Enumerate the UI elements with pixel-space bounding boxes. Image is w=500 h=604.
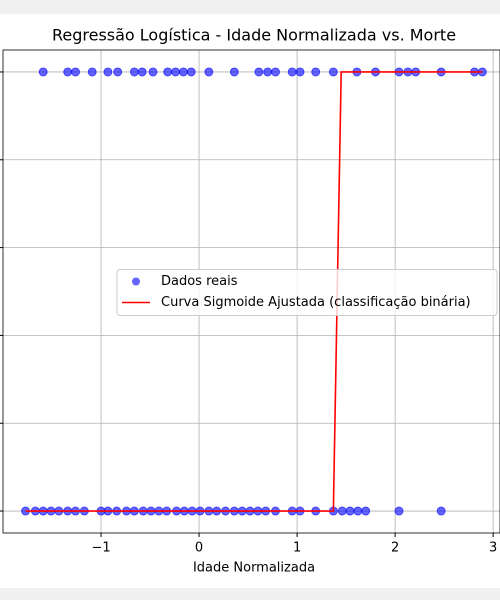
x-axis-label: Idade Normalizada xyxy=(193,561,315,576)
scatter-point xyxy=(204,67,214,77)
scatter-point xyxy=(263,67,273,77)
legend-label: Dados reais xyxy=(161,274,238,289)
scatter-point xyxy=(87,67,97,77)
x-tick-label: 3 xyxy=(489,541,497,556)
scatter-point xyxy=(361,506,371,516)
x-tick-label: −1 xyxy=(91,541,110,556)
scatter-point xyxy=(171,67,181,77)
scatter-point xyxy=(337,506,347,516)
scatter-point xyxy=(311,67,321,77)
scatter-point xyxy=(394,506,404,516)
legend-swatch xyxy=(132,277,140,286)
scatter-point xyxy=(148,67,158,77)
scatter-point xyxy=(328,67,338,77)
x-tick-label: 2 xyxy=(391,541,399,556)
scatter-point xyxy=(345,506,355,516)
scatter-point xyxy=(353,506,363,516)
scatter-point xyxy=(295,67,305,77)
x-tick-label: 0 xyxy=(195,541,203,556)
scatter-point xyxy=(186,67,196,77)
scatter-point xyxy=(163,67,173,77)
scatter-point xyxy=(229,67,239,77)
scatter-point xyxy=(287,67,297,77)
scatter-point xyxy=(129,67,139,77)
toolbar xyxy=(0,588,500,600)
chart-title: Regressão Logística - Idade Normalizada … xyxy=(52,26,456,45)
scatter-point xyxy=(254,67,264,77)
scatter-point xyxy=(178,67,188,77)
scatter-point xyxy=(271,67,281,77)
scatter-point xyxy=(71,67,81,77)
scatter-point xyxy=(113,67,123,77)
x-tick-label: 1 xyxy=(293,541,301,556)
legend-box xyxy=(116,269,498,316)
scatter-point xyxy=(63,67,73,77)
axes-frame xyxy=(2,49,500,534)
legend-label: Curva Sigmoide Ajustada (classificação b… xyxy=(161,295,471,310)
scatter-point xyxy=(38,67,48,77)
window-bar xyxy=(0,0,500,14)
scatter-point xyxy=(436,506,446,516)
scatter-point xyxy=(103,67,113,77)
scatter-point xyxy=(137,67,147,77)
